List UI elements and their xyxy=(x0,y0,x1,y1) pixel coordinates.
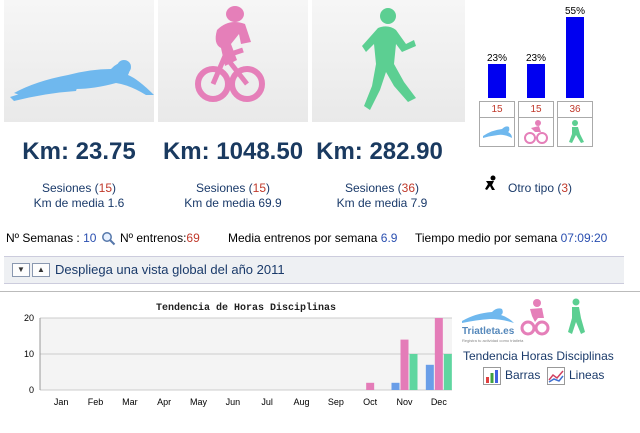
month-label-apr: Apr xyxy=(157,397,172,407)
month-label-jan: Jan xyxy=(53,397,69,407)
otro-tipo: Otro tipo (3) xyxy=(508,181,573,195)
month-label-oct: Oct xyxy=(363,397,378,407)
bar-dec-s2 xyxy=(443,354,452,390)
barras-option[interactable]: Barras xyxy=(505,368,541,382)
brand-cyclist-icon xyxy=(520,299,550,336)
y-tick-10: 10 xyxy=(23,349,34,359)
month-label-jun: Jun xyxy=(225,397,241,407)
bar-oct-s1 xyxy=(366,382,375,390)
run-sesiones: Sesiones (36) xyxy=(344,181,420,195)
runner-icon xyxy=(362,8,416,110)
swim-media: Km de media 1.6 xyxy=(33,196,125,210)
legend-title: Tendencia Horas Disciplinas xyxy=(463,349,614,363)
bike-sesiones: Sesiones (15) xyxy=(195,181,271,195)
bike-count: 15 xyxy=(518,101,554,118)
month-label-jul: Jul xyxy=(261,397,273,407)
swim-mini-icon xyxy=(479,117,515,147)
tiempo-medio-stat: Tiempo medio por semana 07:09:20 xyxy=(415,231,608,245)
bar-dec-s0 xyxy=(425,364,434,390)
bar-dec-s1 xyxy=(434,318,443,390)
cyclist-icon xyxy=(195,6,265,102)
entrenos-stat: Nº entrenos:69 xyxy=(120,231,200,245)
run-mini-icon xyxy=(557,117,593,147)
month-label-may: May xyxy=(189,397,207,407)
y-tick-0: 0 xyxy=(28,385,34,395)
brand-tagline: Registra tu actividad como triatleta xyxy=(462,338,524,343)
other-sport-icon xyxy=(485,175,496,190)
bike-km: Km: 1048.50 xyxy=(162,138,304,165)
bike-share-bar xyxy=(527,64,545,98)
year-overview-toggle[interactable]: Despliega una vista global del año 2011 xyxy=(55,262,285,277)
bar-nov-s1 xyxy=(400,339,409,390)
swim-sesiones: Sesiones (15) xyxy=(41,181,117,195)
run-percent: 55% xyxy=(564,6,585,17)
brand-logo-text: Triatleta.es xyxy=(462,326,515,337)
swim-count: 15 xyxy=(479,101,515,118)
expand-down-button[interactable]: ▼ xyxy=(12,263,30,277)
month-label-dec: Dec xyxy=(430,397,447,407)
semanas-stat: Nº Semanas : 10 xyxy=(6,231,97,245)
month-label-feb: Feb xyxy=(87,397,104,407)
run-share-bar xyxy=(566,17,584,98)
bike-percent: 23% xyxy=(525,53,546,64)
swim-panel xyxy=(4,0,154,122)
collapse-up-button[interactable]: ▲ xyxy=(32,263,50,277)
lineas-option[interactable]: Lineas xyxy=(569,368,605,382)
swim-share-bar xyxy=(488,64,506,98)
bar-nov-s0 xyxy=(391,382,400,390)
bike-mini-icon xyxy=(518,117,554,147)
media-entrenos-stat: Media entrenos por semana 6.9 xyxy=(228,231,398,245)
run-km: Km: 282.90 xyxy=(316,138,443,165)
run-count: 36 xyxy=(557,101,593,118)
line-chart-icon[interactable] xyxy=(547,367,565,385)
search-icon[interactable] xyxy=(101,231,116,246)
run-media: Km de media 7.9 xyxy=(336,196,428,210)
y-tick-20: 20 xyxy=(23,313,34,323)
year-overview-bar: ▼ ▲ Despliega una vista global del año 2… xyxy=(4,256,624,284)
trend-chart xyxy=(39,317,452,391)
brand-swimmer-icon xyxy=(462,308,514,323)
swimmer-icon xyxy=(10,60,154,101)
month-label-nov: Nov xyxy=(396,397,413,407)
swim-percent: 23% xyxy=(486,53,507,64)
bar-nov-s2 xyxy=(409,354,418,390)
chart-title: Tendencia de Horas Disciplinas xyxy=(155,303,337,314)
month-label-aug: Aug xyxy=(293,397,310,407)
divider xyxy=(0,291,640,292)
bike-media: Km de media 69.9 xyxy=(184,196,282,210)
swim-km: Km: 23.75 xyxy=(22,138,136,165)
month-label-mar: Mar xyxy=(122,397,138,407)
brand-runner-icon xyxy=(568,298,585,334)
month-label-sep: Sep xyxy=(327,397,344,407)
bar-chart-icon[interactable] xyxy=(483,367,501,385)
